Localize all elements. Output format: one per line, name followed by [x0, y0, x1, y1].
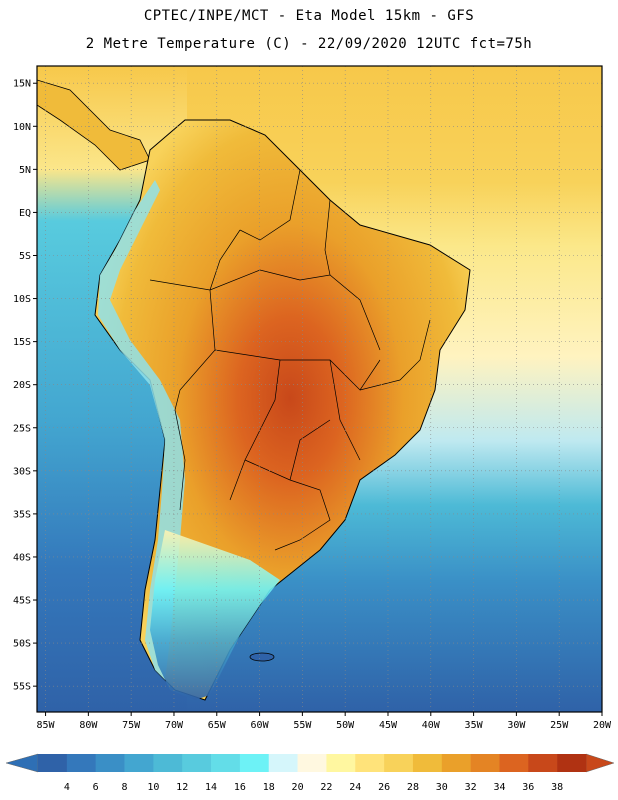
lat-tick-label: 15N	[13, 79, 31, 90]
lon-tick-label: 80W	[79, 720, 98, 731]
colorbar-cell	[499, 754, 529, 772]
lon-tick-label: 55W	[293, 720, 312, 731]
lat-tick-label: 55S	[13, 682, 31, 693]
colorbar-cell	[326, 754, 356, 772]
lat-tick-label: 10S	[13, 294, 31, 305]
colorbar-label: 18	[263, 782, 275, 793]
lat-tick-label: 10N	[13, 122, 31, 133]
lon-tick-label: 75W	[122, 720, 141, 731]
lon-tick-label: 50W	[336, 720, 355, 731]
colorbar-cell	[412, 754, 443, 772]
lat-tick-label: 15S	[13, 337, 31, 348]
lat-tick-label: 25S	[13, 423, 31, 434]
colorbar-label: 24	[349, 782, 361, 793]
colorbar-label: 12	[176, 782, 188, 793]
colorbar-cell	[95, 754, 125, 772]
lat-tick-label: 40S	[13, 552, 31, 563]
central-america-land	[37, 79, 151, 171]
colorbar-cell	[124, 754, 154, 772]
colorbar-cell	[239, 754, 270, 772]
colorbar: 4 6 8 10 12 14 16 18 20 22 24 26 28 30 32 34 36 38	[5, 753, 615, 793]
lat-tick-label: 45S	[13, 596, 31, 607]
colorbar-cell	[268, 754, 298, 772]
lon-tick-label: 25W	[550, 720, 569, 731]
colorbar-label: 32	[465, 782, 477, 793]
colorbar-label: 16	[234, 782, 246, 793]
patagonia-field	[150, 530, 280, 700]
colorbar-cell	[355, 754, 385, 772]
colorbar-cell	[441, 754, 471, 772]
colorbar-label: 20	[292, 782, 304, 793]
colorbar-cell	[211, 754, 241, 772]
colorbar-label: 34	[493, 782, 505, 793]
lon-tick-label: 85W	[37, 720, 56, 731]
lat-tick-label: 5S	[19, 251, 31, 262]
lon-tick-label: 30W	[507, 720, 526, 731]
colorbar-label: 38	[551, 782, 563, 793]
colorbar-label: 10	[147, 782, 159, 793]
colorbar-label: 22	[320, 782, 332, 793]
lat-tick-label: EQ	[19, 208, 31, 219]
map-title: CPTEC/INPE/MCT - Eta Model 15km - GFS	[143, 8, 475, 24]
colorbar-cell	[528, 754, 558, 772]
colorbar-cell	[557, 754, 587, 772]
falkland-islands	[249, 652, 275, 662]
map-frame	[36, 65, 603, 713]
lat-tick-label: 30S	[13, 466, 31, 477]
colorbar-label: 26	[378, 782, 390, 793]
colorbar-low-arrow	[5, 753, 39, 773]
colorbar-cell	[182, 754, 212, 772]
lon-tick-label: 20W	[593, 720, 612, 731]
colorbar-cell	[470, 754, 500, 772]
lon-tick-label: 70W	[165, 720, 184, 731]
colorbar-cell	[384, 754, 414, 772]
temperature-map: 15N 10N 5N EQ 5S 10S 15S 20S 25S 30S 35S 40S 45S 50S 5…	[13, 65, 612, 731]
lon-tick-label: 60W	[251, 720, 270, 731]
colorbar-label: 4	[64, 782, 70, 793]
colorbar-cell	[297, 754, 327, 772]
colorbar-label: 36	[522, 782, 534, 793]
colorbar-label: 8	[122, 782, 128, 793]
lon-tick-label: 65W	[208, 720, 227, 731]
lat-tick-label: 5N	[19, 165, 31, 176]
lon-tick-label: 35W	[465, 720, 484, 731]
lat-tick-label: 35S	[13, 509, 31, 520]
lon-tick-label: 45W	[379, 720, 398, 731]
lat-tick-label: 20S	[13, 380, 31, 391]
colorbar-cell	[66, 754, 96, 772]
lat-tick-label: 50S	[13, 639, 31, 650]
colorbar-cell	[153, 754, 183, 772]
colorbar-label: 28	[407, 782, 419, 793]
colorbar-label: 14	[205, 782, 217, 793]
colorbar-high-arrow	[585, 753, 615, 773]
map-subtitle: 2 Metre Temperature (C) - 22/09/2020 12U…	[85, 36, 533, 52]
country-borders	[149, 169, 431, 551]
colorbar-label: 30	[436, 782, 448, 793]
colorbar-cell	[38, 754, 68, 772]
colorbar-label: 6	[93, 782, 99, 793]
lon-tick-label: 40W	[422, 720, 441, 731]
